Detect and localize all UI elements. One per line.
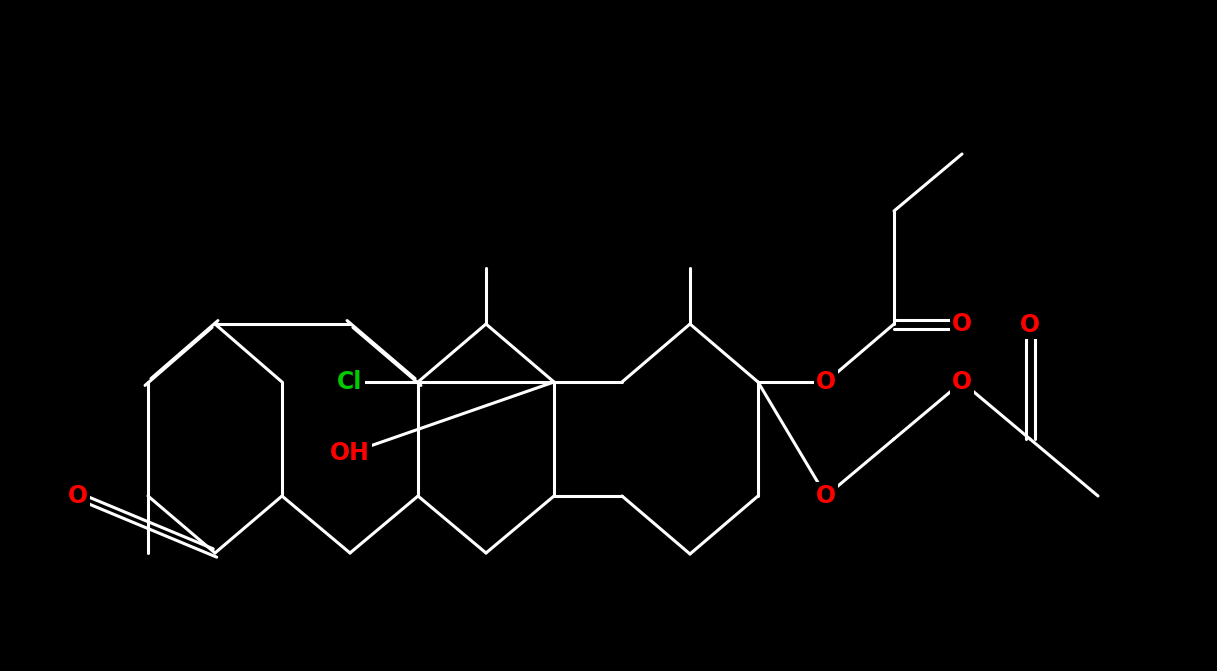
Text: O: O — [815, 370, 836, 394]
Text: Cl: Cl — [337, 370, 363, 394]
Text: OH: OH — [330, 441, 370, 465]
Text: O: O — [952, 370, 972, 394]
Text: O: O — [68, 484, 88, 508]
Text: O: O — [815, 484, 836, 508]
Text: O: O — [952, 312, 972, 336]
Text: O: O — [1020, 313, 1041, 337]
